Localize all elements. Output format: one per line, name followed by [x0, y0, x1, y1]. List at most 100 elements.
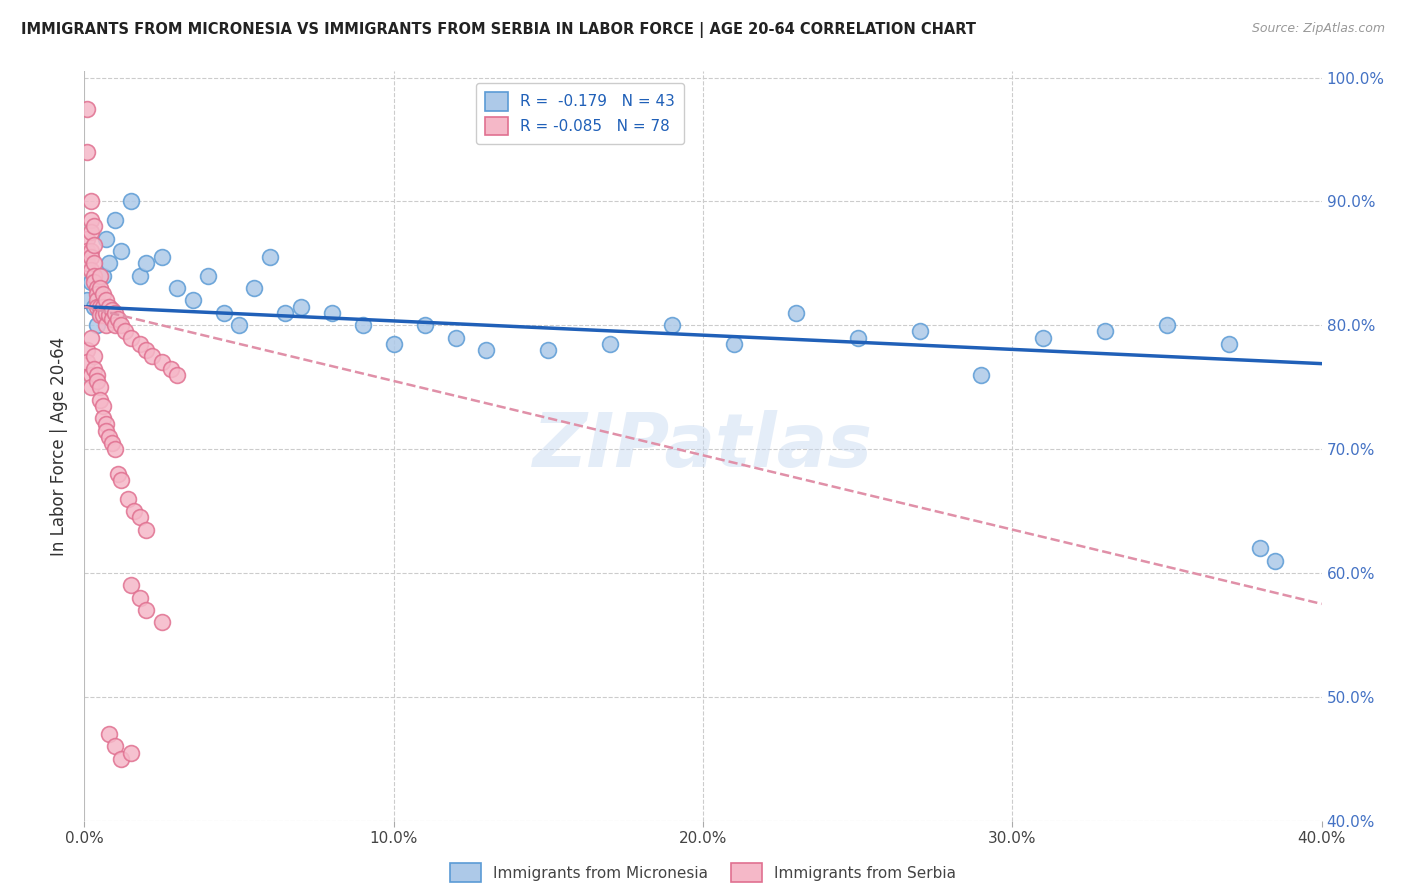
- Point: [91, 268, 114, 283]
- Point: [104, 739, 127, 754]
- Point: [104, 318, 127, 333]
- Point: [120, 331, 142, 345]
- Point: [98, 256, 121, 270]
- Point: [723, 336, 745, 351]
- Point: [86, 368, 108, 382]
- Point: [83, 256, 105, 270]
- Point: [98, 430, 121, 444]
- Point: [86, 318, 108, 333]
- Point: [274, 306, 297, 320]
- Point: [1032, 331, 1054, 345]
- Point: [110, 244, 132, 258]
- Point: [129, 268, 152, 283]
- Point: [212, 306, 235, 320]
- Point: [94, 318, 117, 333]
- Point: [86, 287, 108, 301]
- Point: [89, 300, 111, 314]
- Point: [89, 268, 111, 283]
- Point: [290, 300, 312, 314]
- Point: [104, 442, 127, 456]
- Point: [76, 231, 98, 245]
- Point: [321, 306, 343, 320]
- Point: [120, 194, 142, 209]
- Point: [94, 293, 117, 308]
- Point: [110, 473, 132, 487]
- Point: [599, 336, 621, 351]
- Point: [83, 219, 105, 234]
- Point: [104, 213, 127, 227]
- Point: [166, 368, 188, 382]
- Point: [444, 331, 467, 345]
- Point: [846, 331, 869, 345]
- Point: [89, 392, 111, 407]
- Point: [79, 244, 101, 258]
- Point: [110, 752, 132, 766]
- Point: [120, 578, 142, 592]
- Point: [89, 306, 111, 320]
- Point: [94, 231, 117, 245]
- Point: [1218, 336, 1240, 351]
- Point: [86, 300, 108, 314]
- Point: [91, 411, 114, 425]
- Point: [908, 325, 931, 339]
- Point: [1156, 318, 1178, 333]
- Point: [79, 250, 101, 264]
- Point: [135, 256, 157, 270]
- Point: [537, 343, 560, 357]
- Point: [83, 237, 105, 252]
- Point: [101, 436, 124, 450]
- Point: [98, 309, 121, 323]
- Point: [94, 424, 117, 438]
- Point: [83, 275, 105, 289]
- Point: [83, 300, 105, 314]
- Point: [181, 293, 204, 308]
- Point: [76, 145, 98, 159]
- Point: [91, 309, 114, 323]
- Point: [413, 318, 436, 333]
- Point: [661, 318, 683, 333]
- Point: [79, 368, 101, 382]
- Point: [83, 268, 105, 283]
- Point: [83, 361, 105, 376]
- Point: [79, 194, 101, 209]
- Point: [86, 281, 108, 295]
- Point: [197, 268, 219, 283]
- Point: [1094, 325, 1116, 339]
- Point: [135, 603, 157, 617]
- Text: Source: ZipAtlas.com: Source: ZipAtlas.com: [1251, 22, 1385, 36]
- Point: [76, 244, 98, 258]
- Point: [122, 504, 145, 518]
- Point: [150, 355, 173, 369]
- Legend: Immigrants from Micronesia, Immigrants from Serbia: Immigrants from Micronesia, Immigrants f…: [444, 857, 962, 888]
- Point: [79, 225, 101, 239]
- Point: [79, 275, 101, 289]
- Point: [79, 213, 101, 227]
- Point: [76, 102, 98, 116]
- Point: [160, 361, 183, 376]
- Point: [129, 591, 152, 605]
- Point: [382, 336, 405, 351]
- Point: [259, 250, 281, 264]
- Point: [785, 306, 807, 320]
- Point: [79, 262, 101, 277]
- Point: [94, 306, 117, 320]
- Point: [107, 467, 129, 481]
- Point: [98, 300, 121, 314]
- Point: [228, 318, 250, 333]
- Point: [76, 355, 98, 369]
- Point: [101, 303, 124, 318]
- Point: [76, 256, 98, 270]
- Text: IMMIGRANTS FROM MICRONESIA VS IMMIGRANTS FROM SERBIA IN LABOR FORCE | AGE 20-64 : IMMIGRANTS FROM MICRONESIA VS IMMIGRANTS…: [21, 22, 976, 38]
- Point: [86, 374, 108, 388]
- Point: [135, 343, 157, 357]
- Point: [1264, 553, 1286, 567]
- Point: [89, 309, 111, 323]
- Point: [129, 510, 152, 524]
- Point: [89, 281, 111, 295]
- Point: [970, 368, 993, 382]
- Point: [98, 727, 121, 741]
- Point: [89, 380, 111, 394]
- Point: [79, 380, 101, 394]
- Point: [107, 312, 129, 326]
- Point: [86, 293, 108, 308]
